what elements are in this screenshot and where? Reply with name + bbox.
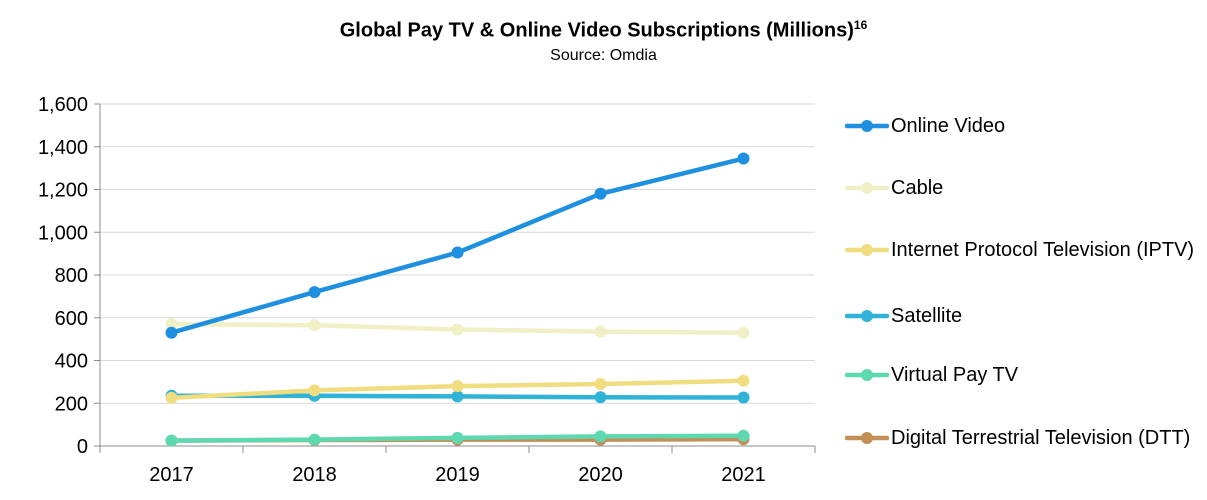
chart-subtitle: Source: Omdia bbox=[550, 47, 657, 64]
data-point bbox=[737, 374, 750, 387]
y-tick-label: 1,200 bbox=[38, 180, 88, 202]
y-tick-label: 200 bbox=[55, 393, 88, 415]
series-line bbox=[169, 156, 746, 335]
data-point bbox=[308, 319, 321, 332]
data-point bbox=[451, 380, 464, 393]
data-point bbox=[165, 391, 178, 404]
legend-label: Digital Terrestrial Television (DTT) bbox=[891, 427, 1191, 449]
data-point bbox=[451, 431, 464, 444]
data-point bbox=[594, 325, 607, 338]
data-point bbox=[594, 391, 607, 404]
legend-marker bbox=[861, 369, 873, 381]
footnote-marker: 16 bbox=[853, 18, 868, 32]
legend-item: Satellite bbox=[845, 304, 1205, 328]
legend-marker bbox=[861, 120, 873, 132]
legend-swatch bbox=[845, 432, 889, 444]
data-point bbox=[308, 433, 321, 446]
legend-item: Digital Terrestrial Television (DTT) bbox=[845, 426, 1205, 450]
legend-label: Satellite bbox=[891, 305, 963, 327]
legend-label: Online Video bbox=[891, 115, 1006, 137]
legend-swatch bbox=[845, 244, 889, 256]
legend-item: Online Video bbox=[845, 114, 1205, 138]
x-tick-label: 2020 bbox=[578, 464, 623, 486]
y-tick-label: 800 bbox=[55, 265, 88, 287]
y-tick-label: 1,400 bbox=[38, 137, 88, 159]
y-tick-label: 1,600 bbox=[38, 94, 88, 116]
data-point bbox=[594, 187, 607, 200]
data-point bbox=[165, 326, 178, 339]
legend-label: Internet Protocol Television (IPTV) bbox=[891, 239, 1195, 261]
legend-swatch bbox=[845, 182, 889, 194]
legend-swatch bbox=[845, 120, 889, 132]
legend-item: Virtual Pay TV bbox=[845, 363, 1205, 387]
data-point bbox=[308, 384, 321, 397]
legend-marker bbox=[861, 432, 873, 444]
x-tick-label: 2021 bbox=[721, 464, 766, 486]
legend-swatch bbox=[845, 369, 889, 381]
x-tick-label: 2018 bbox=[292, 464, 337, 486]
data-point bbox=[594, 430, 607, 443]
x-tick-label: 2019 bbox=[435, 464, 480, 486]
legend-swatch bbox=[845, 310, 889, 322]
data-point bbox=[737, 326, 750, 339]
data-point bbox=[165, 434, 178, 447]
y-tick-label: 600 bbox=[55, 308, 88, 330]
line-chart: 0 200 400 600 800 1,000 1,200 1,400 1,600 2017 201… bbox=[38, 94, 816, 486]
legend-label: Virtual Pay TV bbox=[891, 364, 1019, 386]
data-point bbox=[594, 378, 607, 391]
legend-label: Cable bbox=[891, 177, 944, 199]
legend-item: Internet Protocol Television (IPTV) bbox=[845, 238, 1205, 262]
legend-marker bbox=[861, 182, 873, 194]
data-point bbox=[737, 391, 750, 404]
y-tick-label: 1,000 bbox=[38, 222, 88, 244]
x-tick-label: 2017 bbox=[149, 464, 194, 486]
chart-title-text: Global Pay TV & Online Video Subscriptio… bbox=[339, 19, 854, 42]
legend-item: Cable bbox=[845, 176, 1205, 200]
data-point bbox=[451, 323, 464, 336]
data-point bbox=[737, 429, 750, 442]
legend-marker bbox=[861, 310, 873, 322]
y-tick-label: 400 bbox=[55, 351, 88, 373]
legend-marker bbox=[861, 244, 873, 256]
chart-title: Global Pay TV & Online Video Subscriptio… bbox=[0, 18, 1207, 43]
data-point bbox=[737, 152, 750, 165]
data-point bbox=[451, 246, 464, 259]
data-point bbox=[308, 286, 321, 299]
y-tick-label: 0 bbox=[77, 436, 88, 458]
data-point bbox=[451, 390, 464, 403]
data-point bbox=[165, 318, 178, 331]
